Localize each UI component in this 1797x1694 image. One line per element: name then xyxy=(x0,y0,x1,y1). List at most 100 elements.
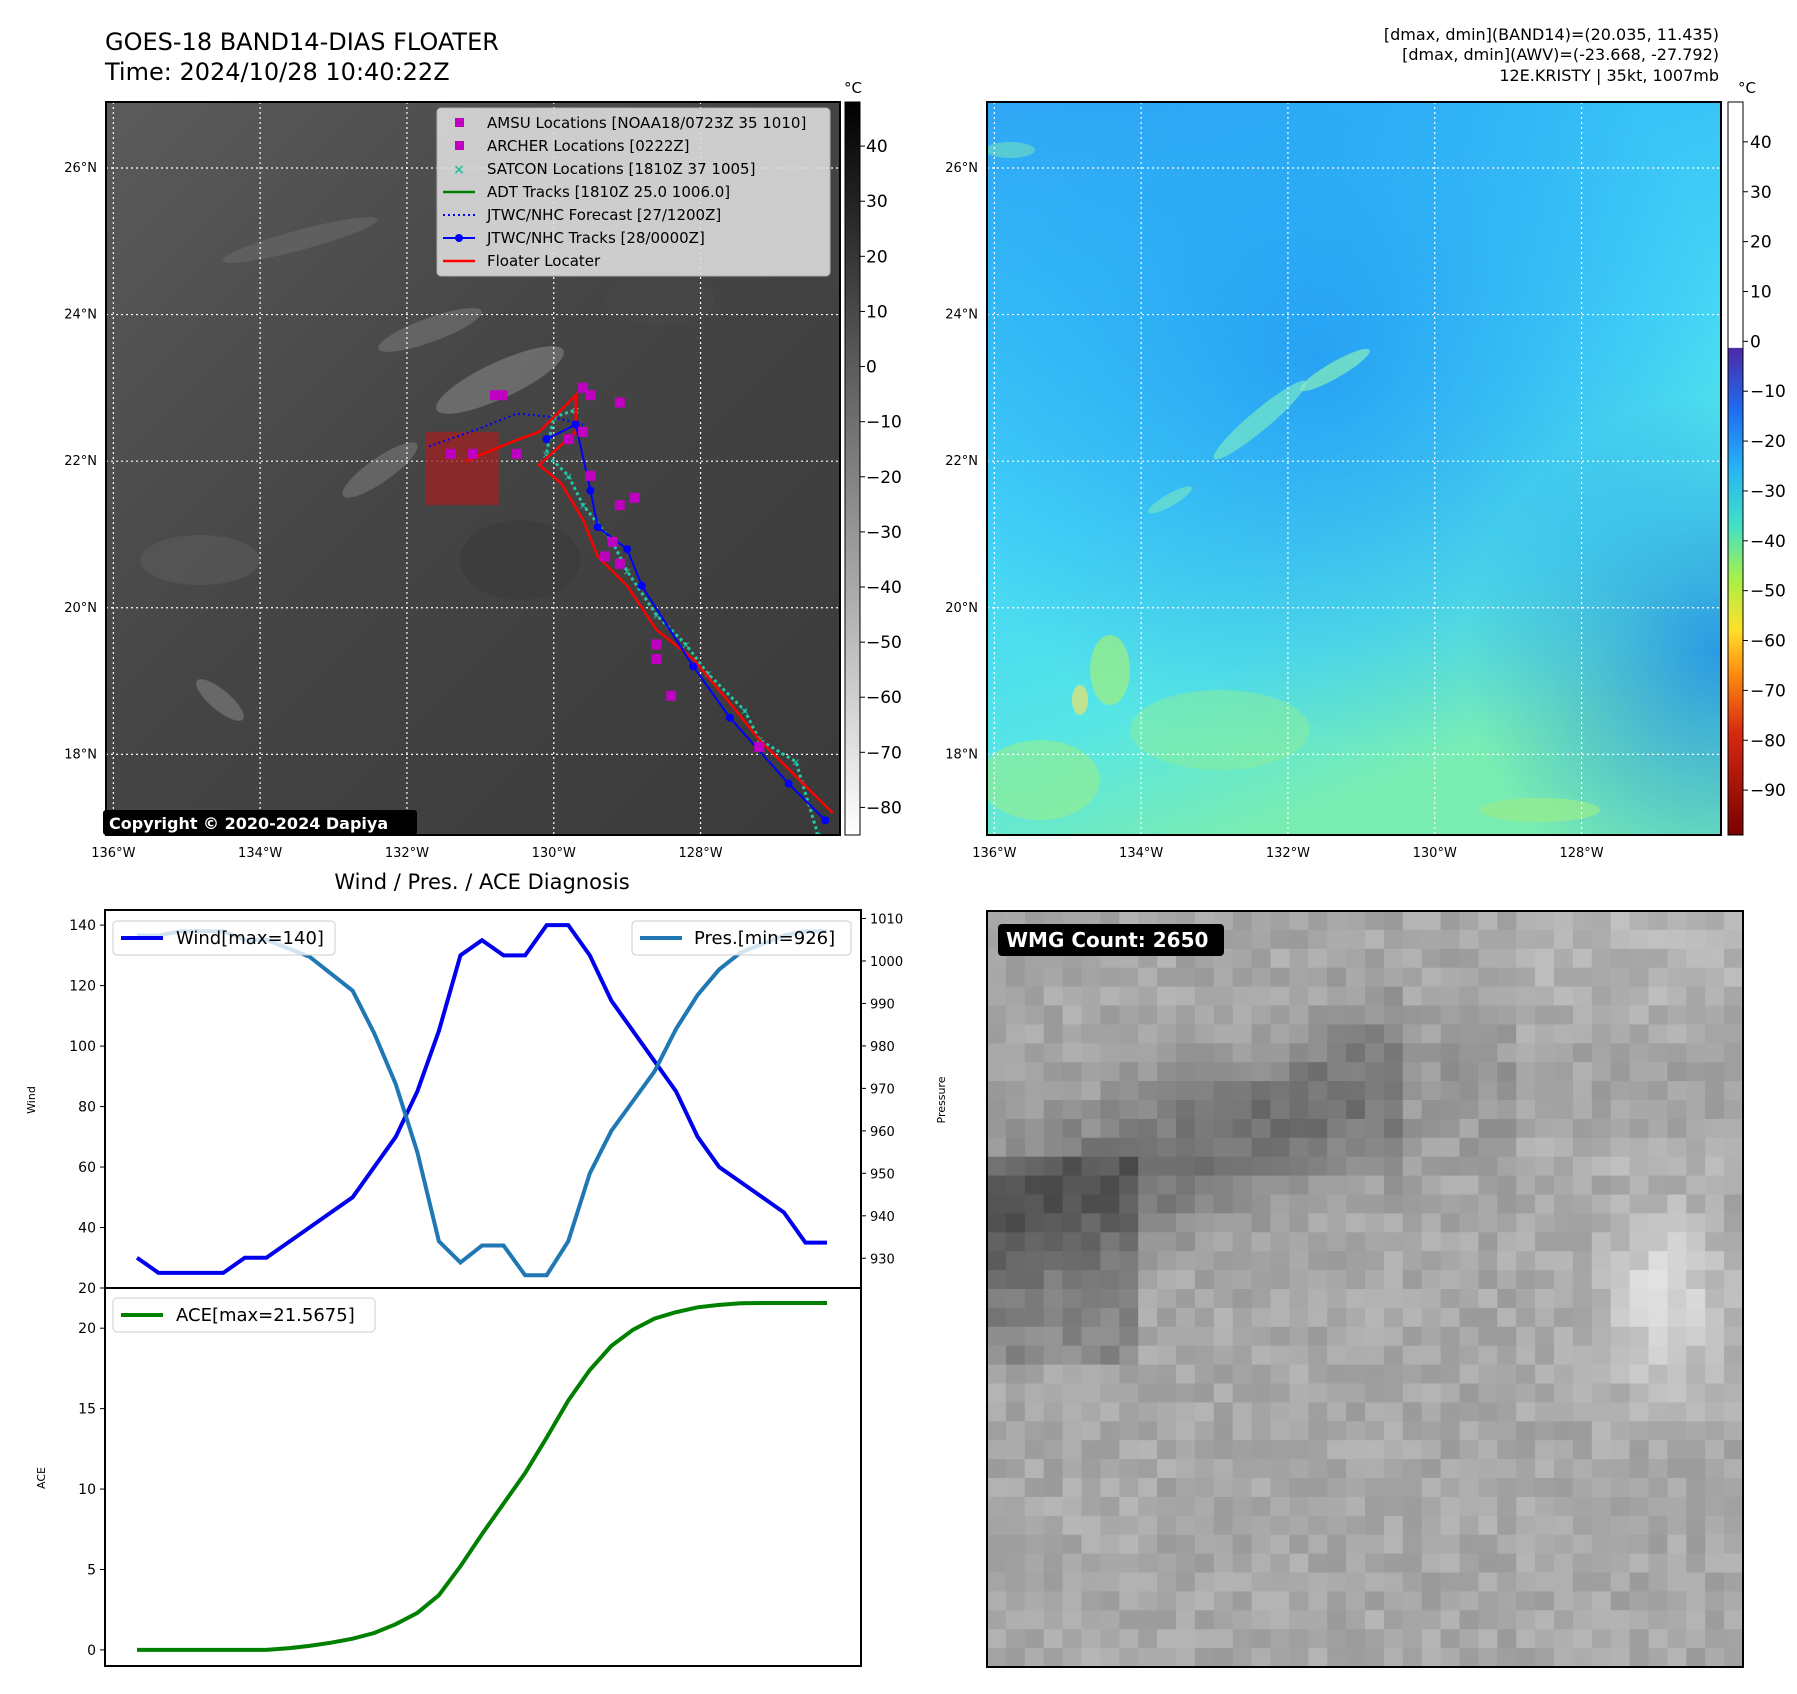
amsu-archer-marker xyxy=(754,742,765,753)
inset-pixel xyxy=(1100,1572,1120,1592)
inset-pixel xyxy=(1629,1118,1650,1139)
inset-pixel xyxy=(1365,1402,1385,1422)
inset-pixel xyxy=(1478,1307,1498,1328)
inset-pixel xyxy=(1081,1496,1101,1517)
inset-pixel xyxy=(1572,1553,1593,1574)
inset-pixel xyxy=(1024,1629,1045,1649)
inset-pixel xyxy=(1629,1100,1650,1120)
inset-pixel xyxy=(1194,1364,1215,1385)
inset-pixel xyxy=(1213,1402,1234,1422)
inset-pixel xyxy=(1724,1459,1743,1479)
inset-pixel xyxy=(1421,1307,1442,1328)
colorbar-tick-label: 40 xyxy=(1750,133,1772,153)
inset-pixel xyxy=(1686,1005,1706,1025)
inset-pixel xyxy=(1440,1232,1461,1252)
inset-pixel xyxy=(1194,1459,1215,1479)
inset-pixel xyxy=(1667,1440,1687,1460)
inset-pixel xyxy=(1383,1534,1404,1555)
inset-pixel xyxy=(1062,1553,1083,1574)
inset-pixel xyxy=(1157,1572,1177,1592)
inset-pixel xyxy=(1119,1081,1139,1101)
inset-pixel xyxy=(1270,1043,1290,1063)
inset-pixel xyxy=(1497,1591,1517,1611)
inset-pixel xyxy=(1402,1326,1423,1347)
inset-pixel xyxy=(1062,1610,1083,1630)
legend-label: ARCHER Locations [0222Z] xyxy=(487,137,690,155)
inset-pixel xyxy=(1176,1062,1196,1082)
inset-pixel xyxy=(1176,1591,1196,1611)
legend-entry: JTWC/NHC Forecast [27/1200Z] xyxy=(443,206,721,224)
inset-pixel xyxy=(1705,1515,1725,1536)
inset-pixel xyxy=(1251,929,1272,950)
inset-pixel xyxy=(1327,1364,1347,1385)
inset-pixel xyxy=(1270,1421,1290,1441)
inset-pixel xyxy=(1100,1251,1120,1271)
inset-pixel xyxy=(1270,1648,1290,1667)
inset-pixel xyxy=(1421,1478,1442,1498)
inset-pixel xyxy=(1705,1421,1725,1441)
inset-pixel xyxy=(1157,1326,1177,1347)
inset-pixel xyxy=(1648,929,1668,950)
inset-pixel xyxy=(1157,1345,1177,1366)
inset-pixel xyxy=(1043,1175,1064,1196)
inset-pixel xyxy=(1365,1024,1385,1044)
inset-pixel xyxy=(1705,1648,1725,1667)
inset-pixel xyxy=(1421,1440,1442,1460)
inset-pixel xyxy=(1402,1553,1423,1574)
inset-pixel xyxy=(1535,1005,1555,1025)
inset-pixel xyxy=(1100,1345,1120,1366)
legend-label: JTWC/NHC Tracks [28/0000Z] xyxy=(486,229,705,247)
inset-pixel xyxy=(1402,1289,1423,1309)
inset-pixel xyxy=(1024,1081,1045,1101)
inset-pixel xyxy=(1572,1062,1593,1082)
inset-pixel xyxy=(1081,1364,1101,1385)
inset-pixel xyxy=(1157,1610,1177,1630)
inset-pixel xyxy=(1365,1364,1385,1385)
inset-pixel xyxy=(1591,967,1612,988)
inset-pixel xyxy=(1346,1307,1366,1328)
inset-pixel xyxy=(1005,1364,1026,1385)
inset-pixel xyxy=(1251,1043,1272,1063)
inset-pixel xyxy=(1572,1194,1593,1214)
inset-pixel xyxy=(1100,1478,1120,1498)
inset-pixel xyxy=(1081,1553,1101,1574)
inset-pixel xyxy=(1591,1648,1612,1667)
inset-pixel xyxy=(1610,1459,1631,1479)
inset-pixel xyxy=(1365,1572,1385,1592)
inset-pixel xyxy=(1421,1081,1442,1101)
inset-pixel xyxy=(1572,1459,1593,1479)
inset-pixel xyxy=(1232,1326,1253,1347)
inset-pixel xyxy=(1535,1156,1555,1177)
inset-pixel xyxy=(1346,1194,1366,1214)
inset-pixel xyxy=(1629,1572,1650,1592)
amsu-archer-marker xyxy=(585,390,596,401)
inset-pixel xyxy=(1554,1251,1574,1271)
inset-pixel xyxy=(1724,1572,1743,1592)
inset-pixel xyxy=(1232,1232,1253,1252)
inset-pixel xyxy=(1157,1629,1177,1649)
inset-pixel xyxy=(1251,1345,1272,1366)
inset-pixel xyxy=(1346,911,1366,931)
inset-pixel xyxy=(987,1213,1007,1233)
inset-pixel xyxy=(1270,1289,1290,1309)
inset-pixel xyxy=(1100,1610,1120,1630)
inset-pixel xyxy=(1138,1118,1158,1139)
inset-pixel xyxy=(1686,967,1706,988)
inset-pixel xyxy=(1365,1307,1385,1328)
inset-pixel xyxy=(1176,967,1196,988)
wind-series-line xyxy=(135,923,827,1275)
inset-pixel xyxy=(1365,1043,1385,1063)
inset-pixel xyxy=(1705,1005,1725,1025)
inset-pixel xyxy=(1629,1421,1650,1441)
inset-pixel xyxy=(1516,1232,1536,1252)
inset-pixel xyxy=(1554,1572,1574,1592)
inset-pixel xyxy=(1043,1270,1064,1290)
inset-pixel xyxy=(987,1081,1007,1101)
inset-pixel xyxy=(1648,986,1668,1007)
inset-pixel xyxy=(1100,1421,1120,1441)
inset-pixel xyxy=(1289,1515,1309,1536)
inset-pixel xyxy=(1535,1043,1555,1063)
inset-pixel xyxy=(1289,1459,1309,1479)
